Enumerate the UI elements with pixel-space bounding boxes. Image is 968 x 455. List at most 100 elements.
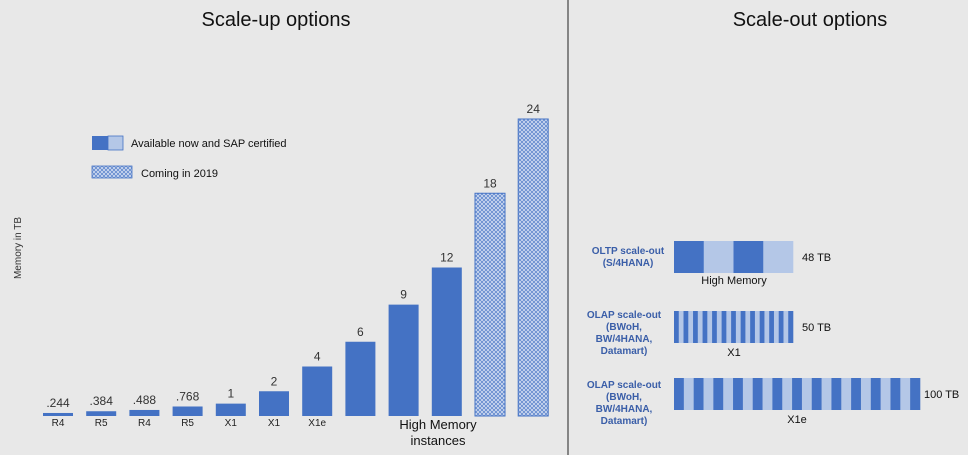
scale-out-row-2-segment-1: [674, 311, 680, 343]
scale-out-row-1-value: 48 TB: [802, 252, 831, 264]
bar-series: .244 R4 .384 R5 .488 R4 .768 R5 1 X1 2 X1 4 X1e 6 9 12 18…: [43, 102, 549, 429]
scale-out-row-2-segment-24: [783, 311, 789, 343]
scale-out-row-3-segment-25: [910, 378, 921, 410]
scale-up-title: Scale-up options: [202, 9, 351, 31]
bar-value-label-5: 1: [227, 387, 234, 401]
scale-out-row-2-segment-10: [716, 311, 722, 343]
bar-8: [345, 341, 376, 416]
scale-out-row-2-sublabel: X1: [727, 347, 740, 359]
scale-out-row-2-segment-7: [702, 311, 708, 343]
bar-1: [43, 412, 73, 416]
scale-out-row-1-label-line-1: OLTP scale-out: [592, 246, 665, 257]
bar-value-label-7: 4: [314, 350, 321, 364]
scale-out-row-2-segment-4: [688, 311, 694, 343]
bar-value-label-12: 24: [527, 102, 541, 116]
bar-3: [129, 409, 160, 416]
scale-out-row-2-segment-17: [750, 311, 756, 343]
scale-out-row-2-segment-13: [731, 311, 737, 343]
bar-5: [215, 403, 246, 416]
scale-out-row-2-segment-18: [754, 311, 760, 343]
scale-out-row-3-segment-5: [713, 378, 724, 410]
scale-out-row-2-segment-3: [683, 311, 689, 343]
scale-out-row-2-label-line-4: Datamart): [601, 346, 648, 357]
bar-value-label-3: .488: [133, 393, 157, 407]
bar-10: [431, 267, 462, 416]
x-tick-label-1: R4: [52, 418, 65, 429]
x-tick-label-2: R5: [95, 418, 108, 429]
scale-out-row-2-segment-2: [678, 311, 684, 343]
scale-out-row-3-segment-10: [762, 378, 773, 410]
scale-out-row-3-segment-11: [772, 378, 783, 410]
scale-out-row-3-label-line-2: (BWoH,: [606, 392, 642, 403]
scale-out-row-1: OLTP scale-out(S/4HANA) 48 TB High Memory: [592, 241, 831, 287]
scale-out-row-3-segment-13: [792, 378, 803, 410]
scale-out-row-3-segment-2: [683, 378, 694, 410]
scale-out-row-3-sublabel: X1e: [787, 414, 807, 426]
scale-out-row-3-segment-18: [841, 378, 852, 410]
scale-out-row-3-segment-15: [811, 378, 822, 410]
scale-out-row-2-segment-14: [735, 311, 741, 343]
scale-out-row-3-segment-21: [870, 378, 881, 410]
bar-9: [388, 304, 419, 416]
scale-out-row-2-segment-11: [721, 311, 727, 343]
bar-value-label-10: 12: [440, 251, 454, 265]
legend-swatch-hatched: [91, 165, 133, 179]
scale-out-row-3-value: 100 TB: [924, 389, 959, 401]
x-tick-label-7: X1e: [308, 418, 326, 429]
scale-out-row-3-segment-3: [693, 378, 704, 410]
bar-6: [259, 391, 289, 416]
scale-out-row-3-label-line-4: Datamart): [601, 416, 648, 427]
bar-7: [302, 366, 333, 416]
legend-swatch-light: [107, 135, 124, 151]
bar-value-label-8: 6: [357, 325, 364, 339]
x-tick-label-6: X1: [268, 418, 281, 429]
scale-out-row-3-segment-17: [831, 378, 842, 410]
x-tick-label-5: X1: [225, 418, 238, 429]
scale-out-row-2-value: 50 TB: [802, 322, 831, 334]
scale-out-row-2-label-line-1: OLAP scale-out: [587, 310, 662, 321]
bar-value-label-11: 18: [483, 176, 497, 190]
scale-out-row-2-label-line-2: (BWoH,: [606, 322, 642, 333]
bar-value-label-4: .768: [176, 389, 200, 403]
scale-out-row-2-label-line-3: BW/4HANA,: [596, 334, 653, 345]
scale-out-row-2-segment-19: [759, 311, 765, 343]
bar-value-label-2: .384: [90, 394, 114, 408]
bar-11: [474, 192, 506, 417]
scale-out-row-3-segment-24: [900, 378, 911, 410]
scale-out-row-3-segment-7: [733, 378, 744, 410]
y-axis-label: Memory in TB: [13, 217, 24, 279]
legend-coming-label: Coming in 2019: [141, 168, 218, 180]
scale-out-row-2-segment-9: [712, 311, 718, 343]
bar-2: [86, 411, 117, 416]
scale-out-row-3-segment-23: [890, 378, 901, 410]
scale-out-row-2-segment-8: [707, 311, 713, 343]
scale-out-row-2-segment-20: [764, 311, 770, 343]
bar-12: [517, 118, 549, 417]
scale-out-row-2-segment-5: [693, 311, 699, 343]
bar-4: [172, 406, 203, 416]
scale-out-row-2-segment-22: [773, 311, 780, 343]
x-tick-label-3: R4: [138, 418, 151, 429]
scale-out-row-2-segment-6: [697, 311, 703, 343]
scale-out-row-3-label-line-1: OLAP scale-out: [587, 380, 662, 391]
scale-out-row-2-segment-12: [726, 311, 732, 343]
scale-out-row-1-label-line-2: (S/4HANA): [603, 258, 654, 269]
scale-out-row-1-segment-4: [763, 241, 794, 273]
legend-swatch-solid: [92, 136, 108, 150]
x-axis-caption-line1: High Memory: [399, 417, 477, 432]
scale-out-row-2-segment-16: [745, 311, 751, 343]
scale-out-row-1-segment-3: [733, 241, 764, 273]
scale-out-row-2: OLAP scale-out(BWoH,BW/4HANA,Datamart) 50…: [587, 310, 831, 359]
scale-out-row-3-segment-22: [880, 378, 891, 410]
scale-out-row-3-segment-20: [860, 378, 872, 410]
legend: Available now and SAP certified Coming i…: [91, 135, 287, 180]
scale-out-row-3-label-line-3: BW/4HANA,: [596, 404, 653, 415]
legend-available-label: Available now and SAP certified: [131, 138, 287, 150]
bar-value-label-6: 2: [271, 374, 278, 388]
scale-out-row-3: OLAP scale-out(BWoH,BW/4HANA,Datamart) 10…: [587, 378, 959, 427]
scale-out-title: Scale-out options: [733, 9, 888, 31]
scale-out-row-3-segment-1: [674, 378, 685, 410]
bar-value-label-1: .244: [46, 396, 70, 410]
